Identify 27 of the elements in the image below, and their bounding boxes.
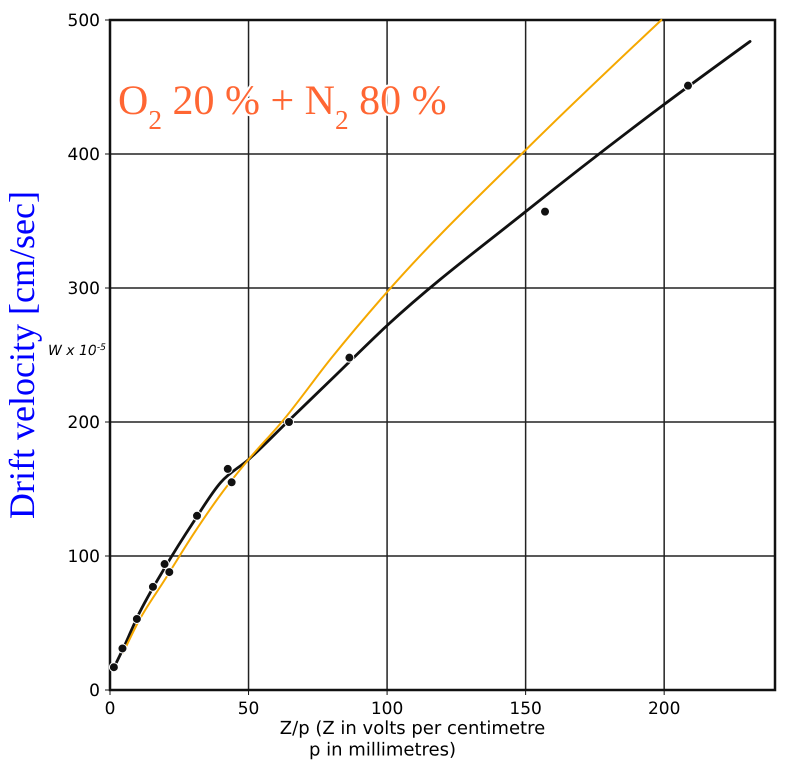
point xyxy=(164,567,174,578)
point xyxy=(682,80,693,91)
point xyxy=(160,559,170,570)
y-tick-label: 100 xyxy=(68,546,100,567)
x-tick-label: 0 xyxy=(104,699,116,719)
y-tick-label: 300 xyxy=(68,278,100,299)
text: W x 10$^{-5}$ xyxy=(48,343,106,359)
point xyxy=(284,417,294,427)
point xyxy=(344,352,354,363)
point xyxy=(148,582,158,592)
x-tick-label: 50 xyxy=(238,699,260,719)
y-tick-label: 200 xyxy=(68,412,100,433)
point xyxy=(222,464,233,474)
point xyxy=(540,206,550,217)
y-axis-title: Drift velocity [cm/sec] xyxy=(2,191,42,519)
x-tick-label: 200 xyxy=(648,699,680,719)
x-tick-label: 150 xyxy=(509,699,542,719)
x-axis-title: Z/p (Z in volts per centimetre p in millimetres) xyxy=(280,718,546,761)
point xyxy=(132,614,142,624)
y-tick-label: 400 xyxy=(68,144,100,165)
point xyxy=(108,662,119,672)
y-tick-label: 500 xyxy=(68,10,100,31)
y-tick-label: 0 xyxy=(89,680,100,701)
point xyxy=(192,510,202,521)
point xyxy=(226,477,237,488)
point xyxy=(117,643,128,654)
x-tick-label: 100 xyxy=(370,699,404,719)
